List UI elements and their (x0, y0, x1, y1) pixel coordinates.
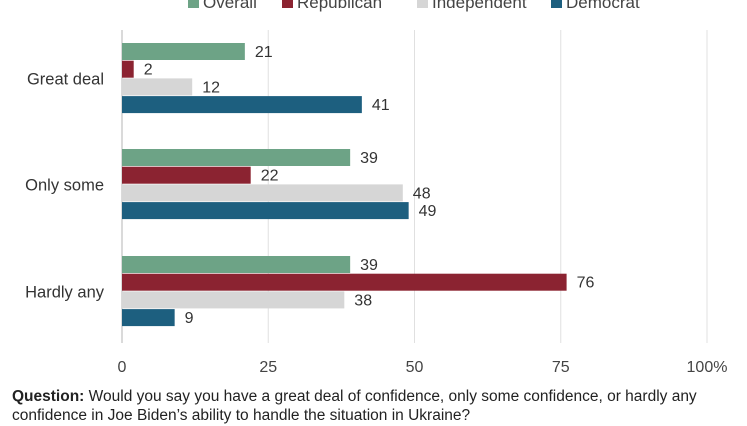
question-label: Question: (12, 388, 85, 405)
bar (122, 273, 567, 291)
legend-label: Overall (203, 0, 257, 12)
category-label: Only some (25, 176, 104, 194)
category-label: Hardly any (25, 283, 105, 301)
data-label: 2 (144, 62, 153, 79)
x-tick-label: 50 (406, 359, 424, 376)
data-label: 48 (413, 185, 431, 202)
data-label: 38 (354, 292, 372, 309)
bar (122, 202, 409, 220)
bar (122, 43, 245, 60)
legend-swatch (417, 0, 428, 8)
x-tick-label: 75 (552, 359, 570, 376)
category-labels: Great deal Only some Hardly any (25, 70, 105, 301)
x-axis-ticks: 0 25 50 75 100% (118, 359, 728, 376)
x-tick-label: 25 (259, 359, 277, 376)
legend: Overall Republican Independent Democrat (188, 0, 640, 12)
bar-chart: Overall Republican Independent Democrat Gre… (25, 0, 728, 376)
x-tick-label: 0 (118, 359, 127, 376)
bar (122, 256, 351, 273)
bar (122, 149, 351, 166)
legend-label: Republican (297, 0, 382, 12)
question-text: Would you say you have a great deal of c… (12, 388, 697, 424)
data-label: 22 (261, 168, 279, 185)
data-label: 12 (202, 79, 220, 96)
bar (122, 60, 134, 78)
data-label: 76 (577, 275, 595, 292)
legend-swatch (282, 0, 293, 8)
bar (122, 96, 362, 114)
data-label: 39 (360, 150, 378, 167)
gridlines (121, 30, 708, 343)
data-label: 41 (372, 97, 390, 114)
data-label: 9 (185, 310, 194, 327)
legend-swatch (188, 0, 199, 8)
bar (122, 166, 251, 184)
legend-swatch (551, 0, 562, 8)
data-label: 49 (419, 203, 437, 220)
x-tick-label: 100% (687, 359, 728, 376)
legend-label: Independent (432, 0, 527, 12)
data-label: 39 (360, 257, 378, 274)
legend-label: Democrat (566, 0, 640, 12)
data-label: 21 (255, 44, 273, 61)
bar (122, 184, 403, 202)
bar (122, 291, 345, 309)
category-label: Great deal (27, 70, 104, 88)
bar (122, 78, 193, 96)
question-note: Question: Would you say you have a great… (12, 387, 737, 425)
bar (122, 309, 175, 327)
